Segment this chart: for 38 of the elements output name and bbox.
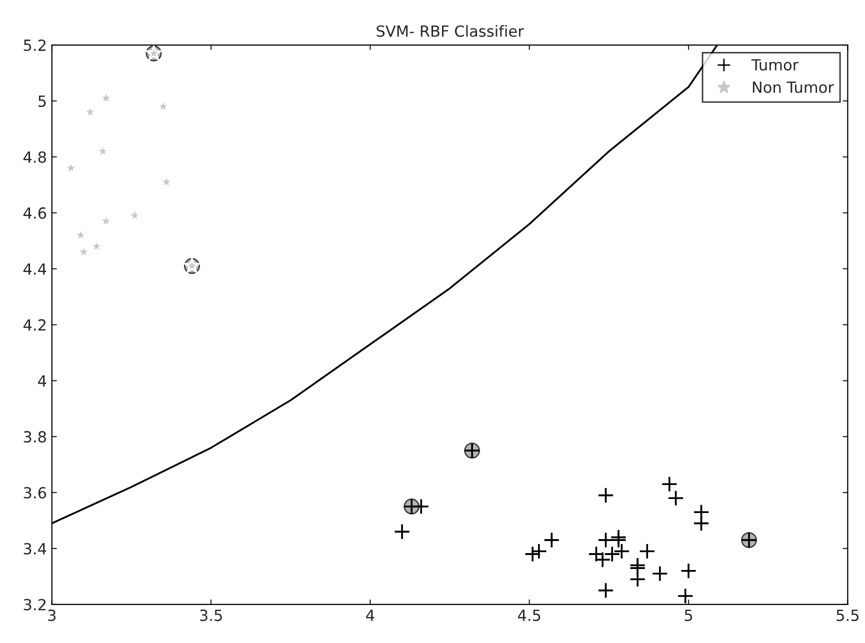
point (693, 515, 710, 532)
point (629, 571, 646, 588)
point (638, 543, 656, 560)
y-tick-label: 4.6 (23, 207, 46, 219)
x-tick-label: 5.5 (836, 610, 859, 622)
x-tick-label: 3.5 (200, 610, 222, 622)
point (652, 565, 668, 582)
y-tick-label: 4 (38, 375, 46, 386)
point (412, 498, 430, 515)
y-tick-label: 4.4 (23, 263, 46, 275)
point (524, 546, 541, 562)
point (598, 582, 614, 599)
point (394, 524, 410, 540)
x-tick-label: 4.5 (518, 610, 540, 622)
legend-label: Non Tumor (752, 82, 834, 94)
y-tick-label: 5 (38, 96, 46, 107)
y-tick-label: 3.4 (24, 542, 46, 554)
y-tick-label: 4.2 (23, 319, 46, 331)
point (677, 588, 694, 604)
point (614, 543, 630, 560)
y-tick-label: 3.6 (24, 487, 46, 499)
point (598, 487, 614, 504)
legend-label: Tumor (751, 59, 799, 71)
point (661, 476, 678, 492)
y-tick-label: 3.2 (24, 598, 46, 610)
y-tick-label: 3.8 (24, 431, 46, 443)
point (680, 562, 697, 580)
y-tick-label: 4.8 (23, 151, 46, 163)
point (610, 532, 627, 548)
point (530, 543, 548, 560)
x-tick-label: 3 (48, 610, 56, 622)
chart-title: SVM- RBF Classifier (376, 25, 524, 37)
point (598, 532, 614, 548)
x-tick-label: 5 (684, 610, 692, 622)
x-tick-label: 4 (366, 610, 374, 621)
point (543, 532, 560, 548)
y-tick-label: 5.2 (24, 39, 46, 52)
point (668, 490, 684, 506)
